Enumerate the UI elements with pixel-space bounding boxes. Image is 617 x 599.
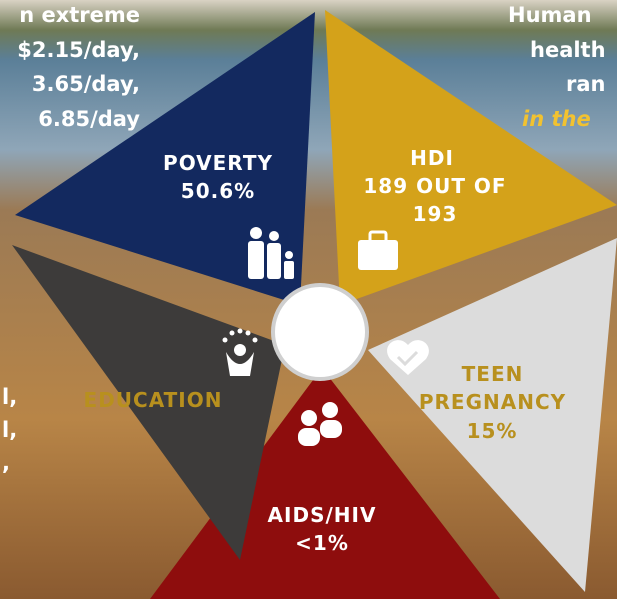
aids-value: <1% (295, 531, 349, 555)
teen-label: TEEN PREGNANCY (400, 360, 585, 416)
bg-text: 6.85/day (38, 107, 140, 131)
bg-text: , (2, 451, 10, 475)
teen-label-box: TEEN PREGNANCY (400, 360, 585, 420)
aids-label: AIDS/HIV (268, 503, 377, 527)
center-circle (273, 285, 367, 379)
poverty-label: POVERTY (163, 151, 273, 175)
bg-text: $2.15/day, (17, 38, 140, 62)
bg-text: in the (522, 107, 591, 131)
bg-text: health (530, 38, 606, 62)
hdi-value-box: 189 OUT OF 193 (360, 172, 510, 232)
bg-text: l, (2, 385, 17, 409)
teen-value: 15% (467, 419, 518, 443)
infographic: POVERTY 50.6% HDI 189 OUT OF 193 TEEN PR… (0, 0, 617, 599)
hdi-label: HDI (410, 146, 454, 170)
canvas: POVERTY 50.6% HDI 189 OUT OF 193 TEEN PR… (0, 0, 617, 599)
education-label: EDUCATION (84, 388, 223, 412)
poverty-value: 50.6% (181, 179, 255, 203)
bg-text: ran (566, 72, 605, 96)
bg-text: l, (2, 418, 17, 442)
bg-text: n extreme (19, 3, 140, 27)
bg-text: Human (508, 3, 592, 27)
bg-text: 3.65/day, (32, 72, 140, 96)
hdi-value: 189 OUT OF 193 (360, 172, 510, 228)
